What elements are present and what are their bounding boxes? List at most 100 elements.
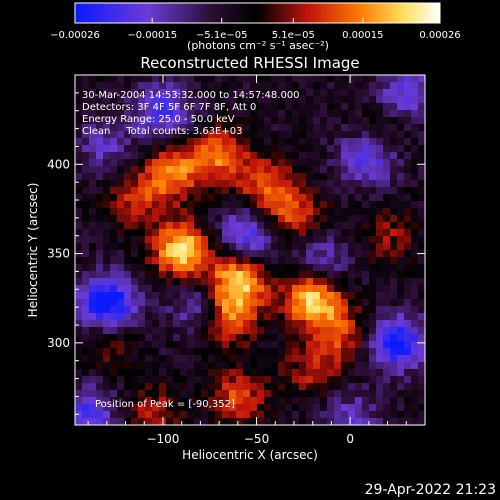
heatmap-cell [362,208,369,215]
heatmap-cell [355,404,362,411]
heatmap-cell [418,208,425,215]
heatmap-cell [82,82,89,89]
heatmap-cell [215,355,222,362]
heatmap-cell [187,369,194,376]
heatmap-cell [194,236,201,243]
heatmap-cell [369,306,376,313]
heatmap-cell [397,82,404,89]
heatmap-cell [103,313,110,320]
heatmap-cell [341,320,348,327]
heatmap-cell [348,292,355,299]
heatmap-cell [313,166,320,173]
heatmap-cell [404,292,411,299]
heatmap-cell [117,145,124,152]
heatmap-cell [194,110,201,117]
heatmap-cell [313,257,320,264]
heatmap-cell [124,278,131,285]
heatmap-cell [215,257,222,264]
heatmap-cell [229,250,236,257]
heatmap-cell [166,131,173,138]
heatmap-cell [82,418,89,425]
heatmap-cell [236,222,243,229]
heatmap-cell [369,278,376,285]
heatmap-cell [138,320,145,327]
heatmap-cell [243,208,250,215]
heatmap-cell [278,264,285,271]
heatmap-cell [166,110,173,117]
heatmap-cell [369,404,376,411]
heatmap-cell [285,278,292,285]
heatmap-cell [292,152,299,159]
heatmap-cell [397,236,404,243]
heatmap-cell [89,299,96,306]
heatmap-cell [138,243,145,250]
heatmap-cell [82,222,89,229]
heatmap-cell [236,187,243,194]
heatmap-cell [152,124,159,131]
heatmap-cell [334,110,341,117]
heatmap-cell [264,229,271,236]
heatmap-cell [138,341,145,348]
heatmap-cell [411,152,418,159]
heatmap-cell [411,215,418,222]
heatmap-cell [180,222,187,229]
heatmap-cell [194,369,201,376]
heatmap-cell [264,257,271,264]
colorbar-tick-label: −0.00015 [127,30,177,41]
heatmap-cell [320,110,327,117]
heatmap-cell [348,327,355,334]
heatmap-cell [201,124,208,131]
heatmap-cell [159,278,166,285]
heatmap-cell [327,138,334,145]
heatmap-cell [313,299,320,306]
heatmap-cell [348,362,355,369]
heatmap-cell [271,110,278,117]
heatmap-cell [110,173,117,180]
heatmap-cell [75,418,82,425]
heatmap-cell [327,75,334,82]
heatmap-cell [236,362,243,369]
heatmap-cell [264,313,271,320]
heatmap-cell [327,278,334,285]
heatmap-cell [201,201,208,208]
heatmap-cell [313,341,320,348]
heatmap-cell [89,75,96,82]
heatmap-cell [348,355,355,362]
heatmap-cell [390,243,397,250]
heatmap-cell [418,145,425,152]
heatmap-cell [376,173,383,180]
heatmap-cell [320,411,327,418]
heatmap-cell [131,278,138,285]
heatmap-cell [215,180,222,187]
heatmap-cell [418,355,425,362]
heatmap-cell [299,376,306,383]
heatmap-cell [138,215,145,222]
heatmap-cell [306,82,313,89]
heatmap-cell [334,131,341,138]
heatmap-cell [376,278,383,285]
heatmap-cell [82,124,89,131]
heatmap-cell [159,243,166,250]
heatmap-cell [313,243,320,250]
heatmap-cell [110,299,117,306]
heatmap-cell [110,250,117,257]
heatmap-cell [82,390,89,397]
heatmap-cell [159,348,166,355]
heatmap-cell [285,418,292,425]
heatmap-cell [75,96,82,103]
heatmap-cell [117,82,124,89]
heatmap-cell [145,110,152,117]
heatmap-cell [243,271,250,278]
heatmap-cell [138,180,145,187]
heatmap-cell [341,222,348,229]
heatmap-cell [376,96,383,103]
heatmap-cell [369,264,376,271]
heatmap-cell [236,152,243,159]
heatmap-cell [110,194,117,201]
heatmap-cell [215,341,222,348]
heatmap-cell [418,334,425,341]
heatmap-cell [222,285,229,292]
heatmap-cell [96,215,103,222]
heatmap-cell [138,257,145,264]
heatmap-cell [208,173,215,180]
